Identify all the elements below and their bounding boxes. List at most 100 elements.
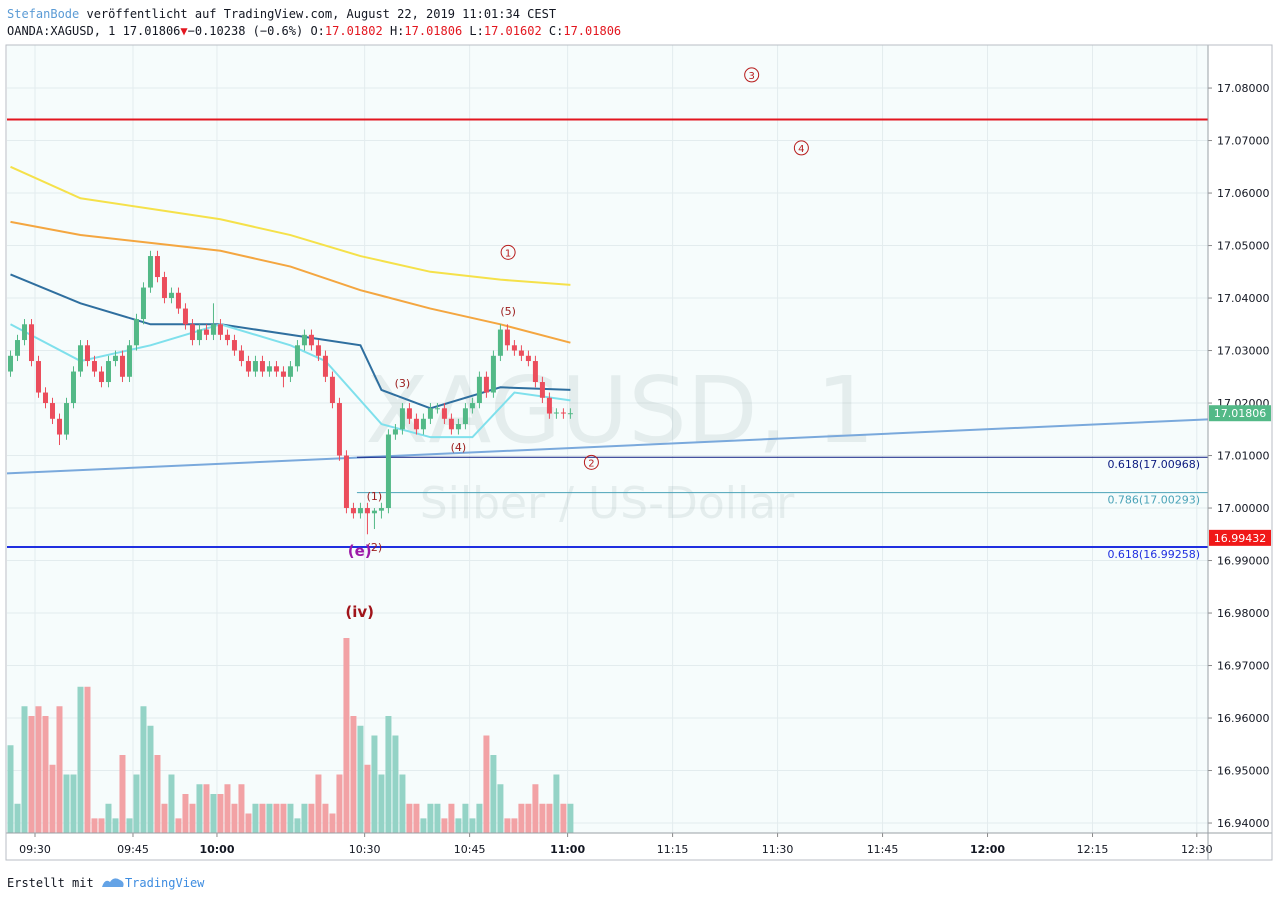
x-tick-label: 12:15 <box>1077 843 1109 856</box>
candle-body <box>441 408 447 419</box>
candle-body <box>567 413 573 415</box>
y-tick-label: 16.95000 <box>1217 765 1270 778</box>
volume-bar <box>112 818 119 833</box>
candle-body <box>252 361 258 372</box>
candle-body <box>238 350 244 362</box>
candle-body <box>553 412 559 414</box>
wave-label: (2) <box>367 541 383 554</box>
y-tick-label: 17.05000 <box>1217 240 1270 253</box>
circle-label: 4 <box>798 144 804 155</box>
candle-body <box>280 371 286 377</box>
brand[interactable]: TradingView <box>124 876 205 890</box>
published: veröffentlicht auf TradingView.com, Augu… <box>79 7 557 21</box>
arrow: ▼ <box>180 24 188 38</box>
candle-body <box>378 508 384 511</box>
volume-bar <box>231 803 238 833</box>
volume-bar <box>448 803 455 833</box>
x-tick-label: 11:00 <box>550 843 585 856</box>
candle-body <box>273 366 279 372</box>
candle-body <box>399 408 405 430</box>
candle-body <box>434 408 440 410</box>
price-tag-label: 17.01806 <box>1214 407 1267 420</box>
volume-bar <box>392 735 399 833</box>
ohlc-value: 17.01806 <box>563 24 622 38</box>
ohlc: O:17.01802 H:17.01806 L:17.01602 C:17.01… <box>310 24 628 38</box>
volume-bar <box>497 784 504 833</box>
volume-bar <box>385 716 392 833</box>
candle-body <box>70 371 76 404</box>
candle-body <box>504 329 510 346</box>
circle-marker <box>793 140 809 156</box>
y-tick-label: 17.08000 <box>1217 82 1270 95</box>
candle-body <box>476 376 482 404</box>
fib-label: 0.786(17.00293) <box>1107 494 1200 507</box>
volume-bar <box>462 803 469 833</box>
ohlc-key: C: <box>548 24 564 38</box>
candle-body <box>511 345 517 351</box>
candle-body <box>560 412 566 414</box>
volume-bar <box>315 774 322 833</box>
author[interactable]: StefanBode <box>7 7 80 21</box>
volume-bar <box>224 784 231 833</box>
candle-body <box>119 355 125 377</box>
y-tick-label: 17.00000 <box>1217 502 1270 515</box>
candle-body <box>427 408 433 419</box>
candle-body <box>168 292 174 299</box>
volume-bar <box>91 818 98 833</box>
fib-label: 0.618(17.00968) <box>1107 458 1200 471</box>
candle-body <box>266 366 272 372</box>
candle-body <box>21 324 27 341</box>
candle-body <box>245 361 251 372</box>
candle-body <box>497 329 503 356</box>
candle-body <box>175 292 181 309</box>
volume-bar <box>567 803 574 833</box>
volume-bar <box>336 774 343 833</box>
volume-bar <box>154 755 161 833</box>
footer: Erstellt mit TradingView <box>7 873 204 890</box>
volume-bar <box>42 716 49 833</box>
y-tick-label: 17.06000 <box>1217 187 1270 200</box>
volume-bar <box>56 706 63 833</box>
volume-bar <box>266 803 273 833</box>
y-tick-label: 16.98000 <box>1217 607 1270 620</box>
volume-bar <box>119 755 126 833</box>
x-tick-label: 10:00 <box>199 843 234 856</box>
volume-bar <box>371 735 378 833</box>
volume-bar <box>77 686 84 833</box>
volume-bar <box>98 818 105 833</box>
volume-bar <box>546 803 553 833</box>
header-line: StefanBode veröffentlicht auf TradingVie… <box>7 7 556 21</box>
candle-body <box>329 376 335 404</box>
price-tag <box>1209 405 1271 422</box>
candle-body <box>196 329 202 341</box>
candle-body <box>406 408 412 419</box>
volume-bar <box>413 803 420 833</box>
volume-bar <box>273 803 280 833</box>
volume-bar <box>280 803 287 833</box>
volume-bar <box>511 818 518 833</box>
volume-bar <box>133 774 140 833</box>
candle-body <box>7 355 13 372</box>
y-tick-label: 16.94000 <box>1217 817 1270 830</box>
volume-bar <box>35 706 42 833</box>
candle-body <box>14 340 20 356</box>
x-tick-label: 09:30 <box>19 843 51 856</box>
candle-body <box>91 361 97 372</box>
chart: XAGUSD, 1 Silber / US-Dollar 0.618(16.9925… <box>5 44 1273 861</box>
volume-bar <box>483 735 490 833</box>
volume-bar <box>287 803 294 833</box>
candle-body <box>105 361 111 383</box>
volume-bar <box>245 813 252 833</box>
x-tick-label: 10:30 <box>349 843 381 856</box>
x-tick-label: 11:45 <box>867 843 899 856</box>
candle-body <box>301 334 307 346</box>
watermark: Silber / US-Dollar <box>420 478 795 529</box>
volume-bar <box>84 686 91 833</box>
symbol: OANDA:XAGUSD, 1 17.01806 <box>7 24 181 38</box>
ohlc-value: 17.01802 <box>324 24 383 38</box>
volume-bar <box>357 725 364 833</box>
price-tag-label: 16.99432 <box>1214 532 1267 545</box>
volume-bar <box>168 774 175 833</box>
x-tick-label: 10:45 <box>454 843 486 856</box>
